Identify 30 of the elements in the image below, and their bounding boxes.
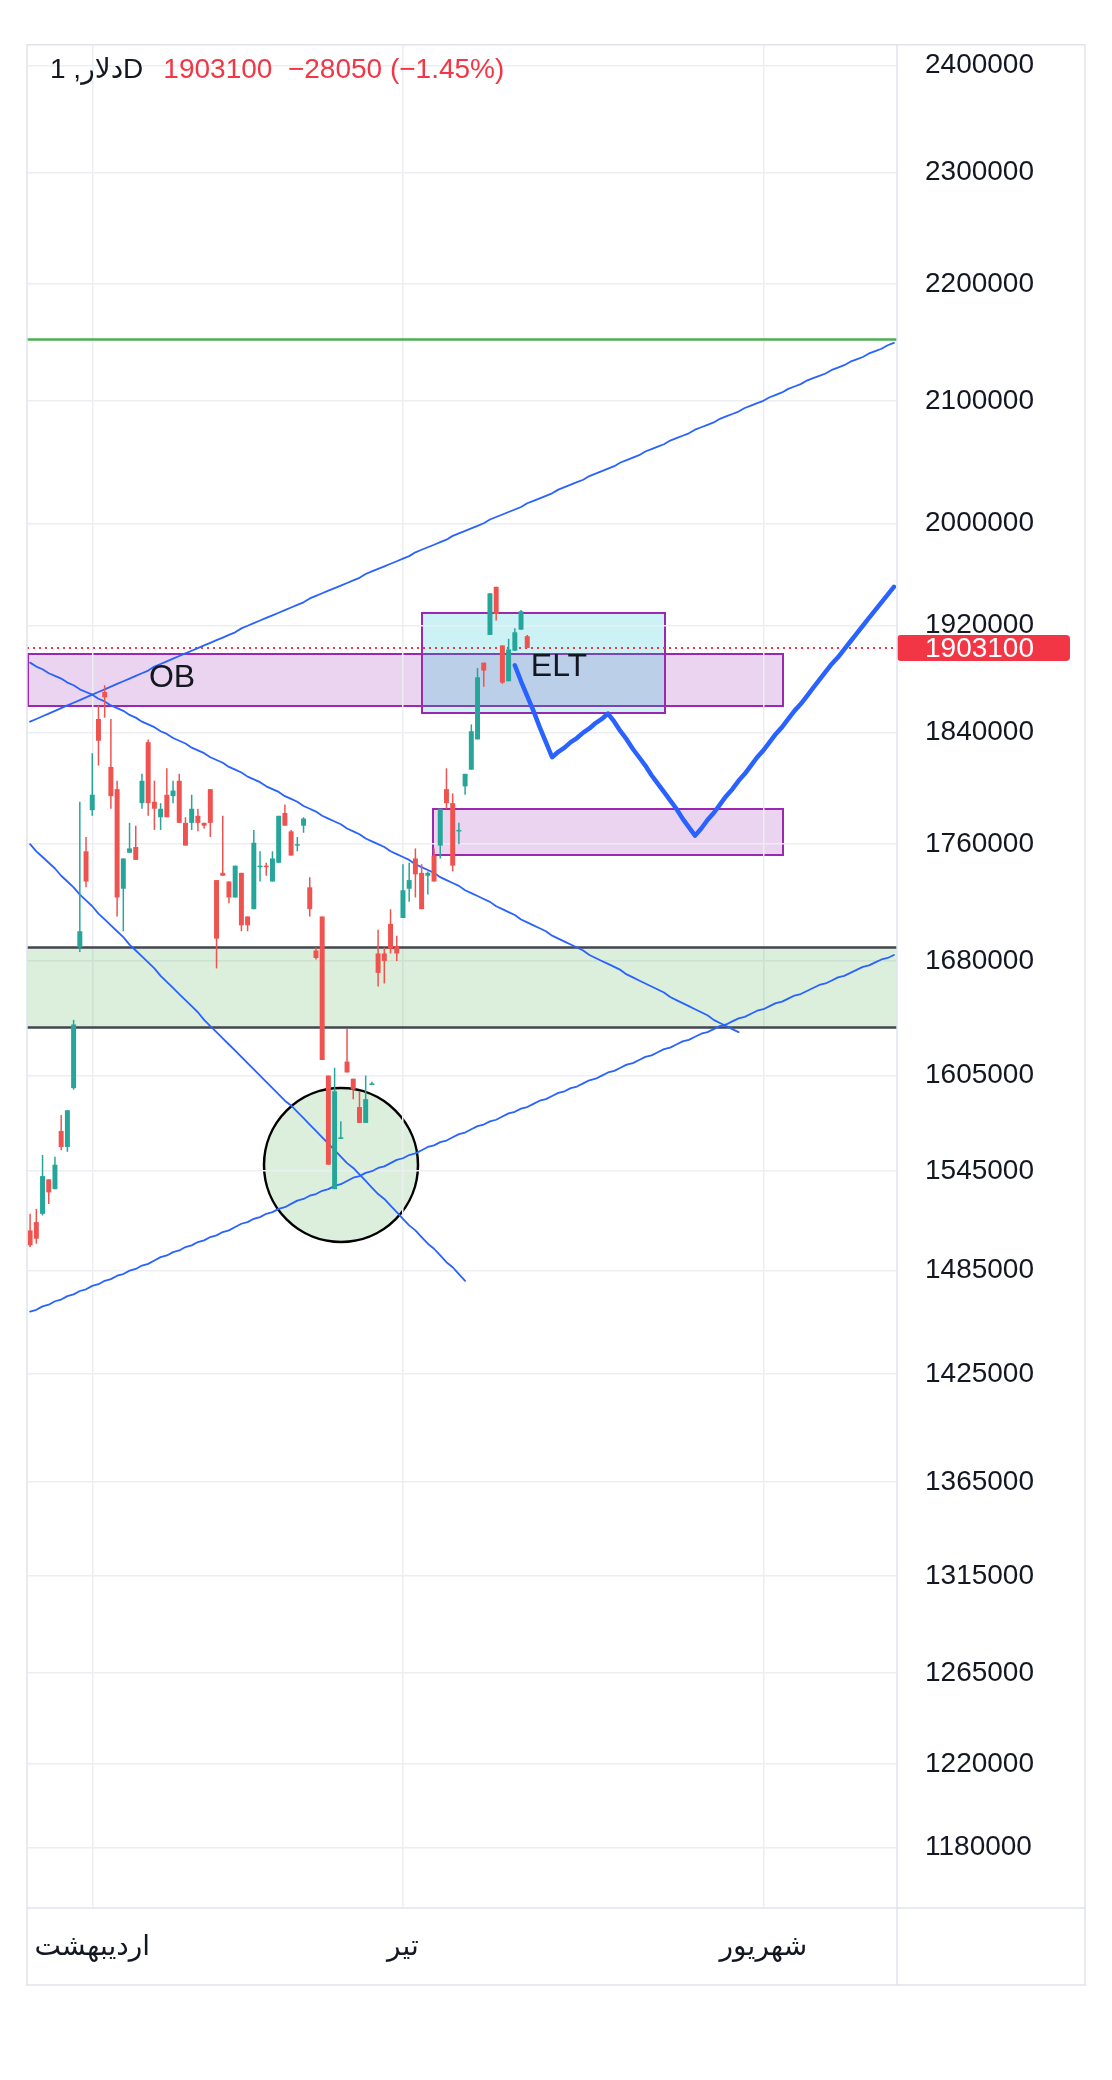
annotation: OB [148,658,196,694]
x-tick-label: شهریور [717,1929,808,1962]
annotation: ELT [530,647,588,683]
y-tick-label: 1680000 [925,943,1035,975]
candlestick [108,718,114,809]
y-tick-label: 2000000 [925,506,1035,537]
chart-title: دلار, 1D [50,52,144,87]
y-tick-label: 2400000 [925,48,1035,80]
y-tick-label: 1840000 [925,715,1035,747]
y-tick-label: 1315000 [925,1558,1035,1590]
candlestick [406,862,412,902]
y-tick-label: 1760000 [925,826,1035,858]
y-tick-label: 1265000 [925,1655,1035,1687]
y-tick-label: 2300000 [925,155,1035,187]
chart-subtitle: 1903100 −28050 (−1.45%) [163,52,505,86]
y-tick-label: 2200000 [925,266,1035,298]
y-tick-label: 1220000 [925,1746,1035,1778]
x-tick-label: تیر [385,1929,419,1962]
y-tick-label: 1365000 [925,1464,1035,1496]
y-tick-label: 1180000 [925,1830,1032,1862]
candlestick [425,871,431,895]
y-tick-label: 1605000 [925,1058,1035,1090]
y-tick-label: 1425000 [925,1356,1035,1388]
candlestick [344,1029,350,1073]
y-tick-label: 1485000 [925,1253,1035,1285]
candlestick [220,815,226,876]
x-tick-label: اردیبهشت [34,1929,150,1962]
candlestick [77,801,83,952]
y-tick-label: 1545000 [925,1153,1035,1185]
y-tick-label: 2100000 [925,383,1035,415]
